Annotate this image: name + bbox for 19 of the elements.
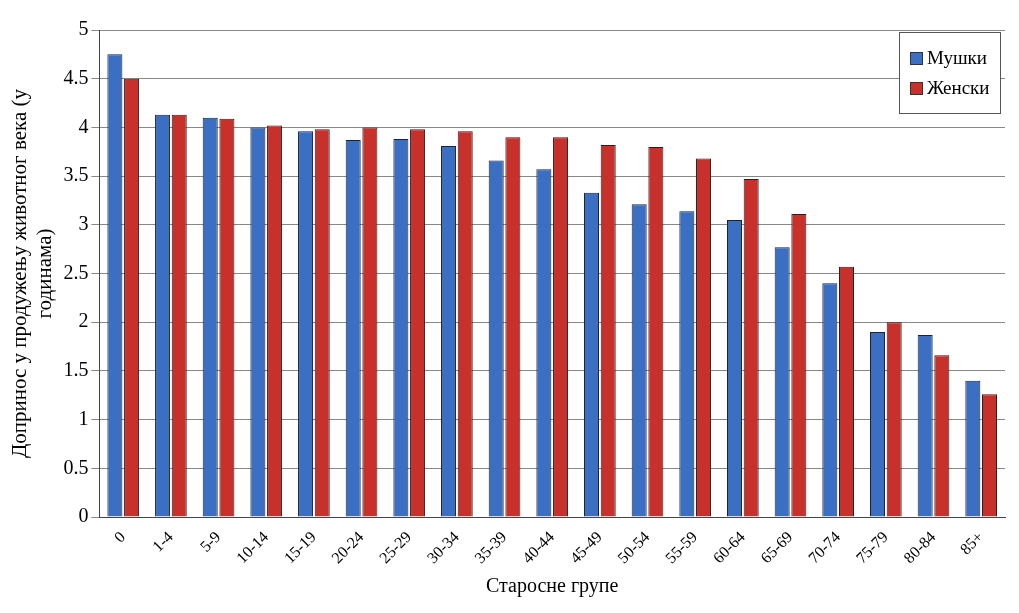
y-tick-label: 2 <box>78 309 89 332</box>
y-tick-label: 5 <box>78 17 89 40</box>
x-tick-label: 0 <box>110 527 129 546</box>
y-tick-label: 1 <box>78 406 89 429</box>
y-tick-label: 2.5 <box>63 260 89 283</box>
y-tick-label: 0.5 <box>63 455 89 478</box>
x-axis-title: Старосне групе <box>485 574 619 598</box>
y-tick-label: 0 <box>78 504 89 527</box>
x-tick-label: 5-9 <box>196 527 224 555</box>
y-axis-title: Допринос у продужењу животног века (у годинама) <box>7 88 57 459</box>
y-tick-label: 4.5 <box>63 65 89 88</box>
x-tick-label: 1-4 <box>148 527 176 555</box>
y-tick-label: 1.5 <box>63 358 89 381</box>
x-tick-label: 85+ <box>956 527 987 558</box>
legend-label: Женски <box>927 77 990 99</box>
y-tick-label: 4 <box>78 114 89 137</box>
y-tick-label: 3.5 <box>63 163 89 186</box>
legend-label: Мушки <box>927 47 987 69</box>
y-tick-label: 3 <box>78 212 89 235</box>
